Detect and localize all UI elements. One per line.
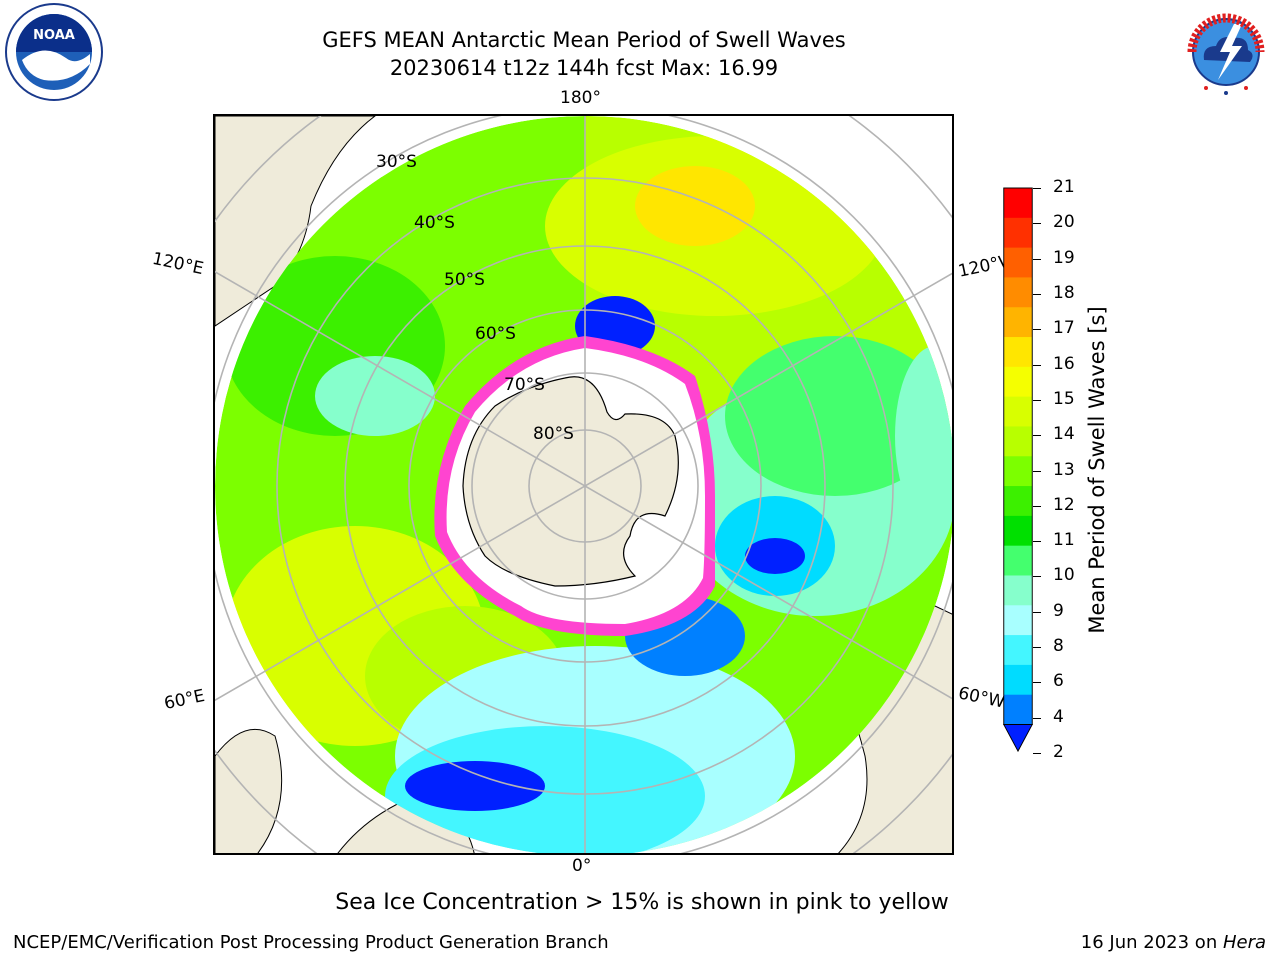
date-text: 16 Jun 2023 on bbox=[1080, 932, 1223, 953]
colorbar-tick-mark bbox=[1033, 399, 1041, 401]
colorbar-segment bbox=[1003, 277, 1033, 308]
colorbar-tick-mark bbox=[1033, 329, 1041, 331]
map-panel bbox=[213, 114, 954, 855]
colorbar-tick-label: 12 bbox=[1053, 494, 1075, 515]
colorbar-tick-label: 18 bbox=[1053, 282, 1075, 303]
lon-label-120e: 120°E bbox=[150, 248, 206, 280]
colorbar-tick-mark bbox=[1033, 293, 1041, 295]
colorbar-tick-label: 13 bbox=[1053, 459, 1075, 480]
colorbar-segment bbox=[1003, 635, 1033, 666]
colorbar-border bbox=[1003, 187, 1033, 725]
noaa-logo-text: NOAA bbox=[33, 28, 75, 43]
colorbar-segment bbox=[1003, 515, 1033, 547]
lat-label-30s: 30°S bbox=[376, 152, 417, 172]
colorbar-tick-mark bbox=[1033, 647, 1041, 649]
antarctica bbox=[462, 376, 679, 587]
colorbar-segment bbox=[1003, 545, 1033, 576]
colorbar-tick-label: 10 bbox=[1053, 565, 1075, 586]
date-line: 16 Jun 2023 on Hera bbox=[1081, 932, 1266, 953]
colorbar-tick-mark bbox=[1033, 364, 1041, 366]
credit-line: NCEP/EMC/Verification Post Processing Pr… bbox=[13, 932, 609, 953]
colorbar-tick-label: 8 bbox=[1053, 636, 1064, 657]
colorbar-tick-mark bbox=[1033, 258, 1041, 260]
colorbar-segment bbox=[1003, 188, 1033, 219]
colorbar-segment bbox=[1003, 307, 1033, 338]
colorbar-segment bbox=[1003, 366, 1033, 398]
colorbar-segment bbox=[1003, 605, 1033, 636]
colorbar-tick-mark bbox=[1033, 717, 1041, 719]
colorbar-tick-mark bbox=[1033, 753, 1041, 754]
colorbar-segment bbox=[1003, 247, 1033, 278]
lon-label-0: 0° bbox=[572, 856, 592, 876]
machine-name: Hera bbox=[1222, 932, 1266, 953]
colorbar-tick-mark bbox=[1033, 435, 1041, 437]
colorbar-tick-mark bbox=[1033, 611, 1041, 613]
colorbar-segment bbox=[1003, 664, 1033, 696]
lat-label-70s: 70°S bbox=[504, 375, 545, 395]
colorbar-tick-label: 20 bbox=[1053, 212, 1075, 233]
graticule bbox=[215, 116, 952, 853]
colorbar-tick-mark bbox=[1033, 223, 1041, 225]
colorbar-tick-label: 15 bbox=[1053, 388, 1075, 409]
colorbar-tick-mark bbox=[1033, 541, 1041, 543]
colorbar-tick-mark bbox=[1033, 188, 1041, 189]
colorbar-tick-label: 19 bbox=[1053, 247, 1075, 268]
colorbar-segment bbox=[1003, 337, 1033, 368]
colorbar-tick-label: 4 bbox=[1053, 706, 1064, 727]
colorbar-extension bbox=[1002, 724, 1034, 753]
lat-label-80s: 80°S bbox=[533, 424, 574, 444]
colorbar-tick-label: 2 bbox=[1053, 742, 1064, 762]
chart-subtitle: 20230614 t12z 144h fcst Max: 16.99 bbox=[389, 56, 779, 80]
colorbar-tick-mark bbox=[1033, 576, 1041, 578]
colorbar-segment bbox=[1003, 486, 1033, 517]
polar-map bbox=[215, 116, 952, 853]
colorbar-segment bbox=[1003, 456, 1033, 487]
colorbar-tick-mark bbox=[1033, 505, 1041, 507]
chart-title: GEFS MEAN Antarctic Mean Period of Swell… bbox=[322, 28, 846, 52]
lat-label-60s: 60°S bbox=[475, 324, 516, 344]
lon-label-180: 180° bbox=[560, 88, 601, 108]
lat-label-40s: 40°S bbox=[414, 213, 455, 233]
colorbar-tick-label: 21 bbox=[1053, 177, 1075, 197]
colorbar-tick-label: 9 bbox=[1053, 600, 1064, 621]
sea-ice-note: Sea Ice Concentration > 15% is shown in … bbox=[335, 890, 949, 915]
colorbar-segment bbox=[1003, 694, 1033, 725]
noaa-logo-icon: NOAA bbox=[5, 3, 103, 101]
colorbar-tick-mark bbox=[1033, 682, 1041, 684]
colorbar bbox=[1002, 187, 1034, 753]
lon-label-60w: 60°W bbox=[956, 683, 1007, 713]
colorbar-segment bbox=[1003, 426, 1033, 457]
colorbar-tick-label: 6 bbox=[1053, 671, 1064, 692]
nws-logo-icon bbox=[1178, 4, 1274, 100]
lat-label-50s: 50°S bbox=[444, 270, 485, 290]
colorbar-segment bbox=[1003, 575, 1033, 606]
colorbar-tick-label: 17 bbox=[1053, 318, 1075, 339]
colorbar-tick-label: 16 bbox=[1053, 353, 1075, 374]
colorbar-tick-mark bbox=[1033, 470, 1041, 472]
colorbar-segment bbox=[1003, 217, 1033, 249]
colorbar-tick-label: 11 bbox=[1053, 530, 1075, 551]
colorbar-label: Mean Period of Swell Waves [s] bbox=[1085, 306, 1109, 634]
colorbar-tick-label: 14 bbox=[1053, 424, 1075, 445]
colorbar-segment bbox=[1003, 396, 1033, 427]
lon-label-60e: 60°E bbox=[162, 685, 207, 715]
